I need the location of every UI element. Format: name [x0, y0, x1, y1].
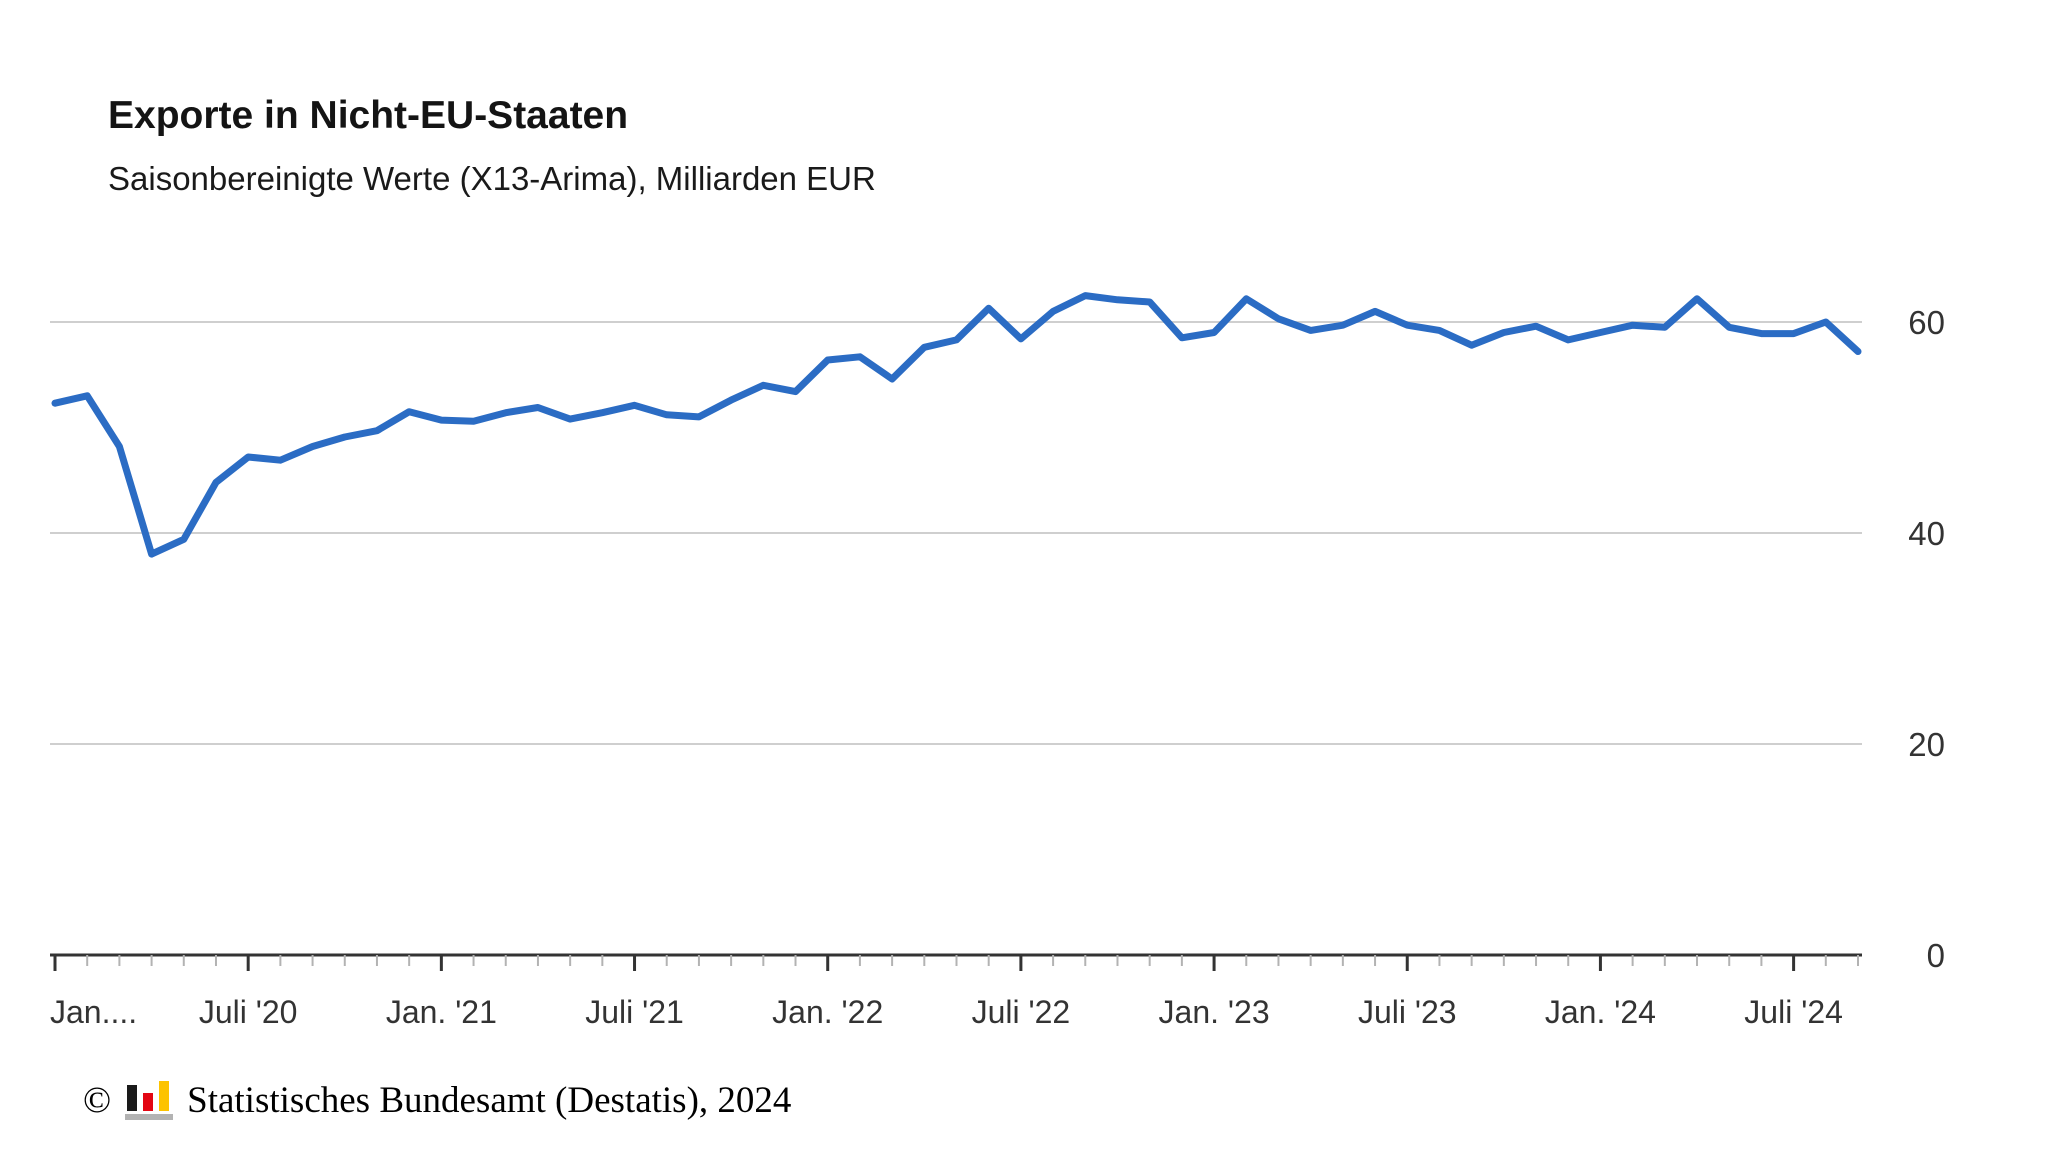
source-attribution: © Statistisches Bundesamt (Destatis), 20… [83, 1074, 791, 1126]
x-axis-label-Jan-21: Jan. '21 [386, 994, 497, 1030]
x-axis-label-Jan-22: Jan. '22 [772, 994, 883, 1030]
x-axis-label-Juli-23: Juli '23 [1358, 994, 1457, 1030]
logo-base-bar [125, 1114, 174, 1120]
logo-bar-yellow [159, 1081, 170, 1111]
x-axis-label-Jan-24: Jan. '24 [1545, 994, 1656, 1030]
chart-subtitle: Saisonbereinigte Werte (X13-Arima), Mill… [108, 160, 876, 197]
logo-bar-black [127, 1085, 138, 1111]
data-line-exporte-nicht-eu [51, 292, 1862, 558]
source-text: Statistisches Bundesamt (Destatis), 2024 [187, 1079, 792, 1121]
y-axis-label-0: 0 [1927, 937, 1945, 974]
x-axis-label-Juli-20: Juli '20 [199, 994, 298, 1030]
logo-bar-red [143, 1093, 154, 1111]
destatis-logo-icon [125, 1080, 174, 1120]
x-axis-label-Juli-21: Juli '21 [585, 994, 684, 1030]
x-axis-label-Juli-24: Juli '24 [1744, 994, 1843, 1030]
y-axis-label-20: 20 [1908, 726, 1945, 763]
x-axis-label-Jan-: Jan.... [50, 994, 137, 1030]
y-axis-label-40: 40 [1908, 515, 1945, 552]
copyright-symbol: © [83, 1079, 112, 1121]
x-axis-label-Jan-23: Jan. '23 [1159, 994, 1270, 1030]
y-axis-label-60: 60 [1908, 304, 1945, 341]
chart-title: Exporte in Nicht-EU-Staaten [108, 94, 629, 137]
x-axis-label-Juli-22: Juli '22 [972, 994, 1071, 1030]
